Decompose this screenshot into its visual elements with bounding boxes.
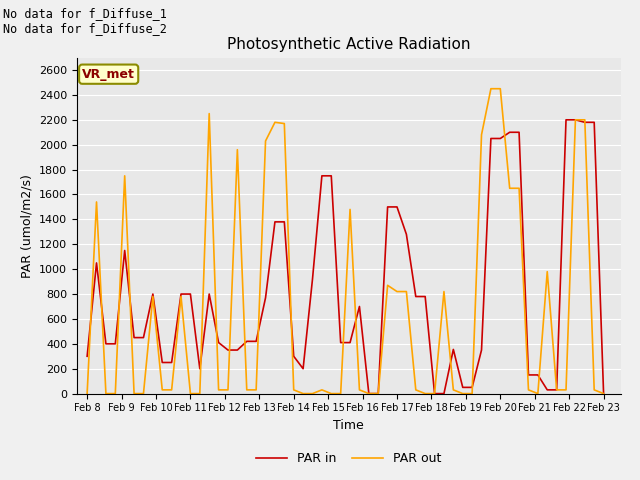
PAR in — [412, 294, 420, 300]
PAR out — [271, 120, 279, 125]
PAR in — [83, 353, 91, 359]
Text: VR_met: VR_met — [82, 68, 135, 81]
PAR out — [83, 391, 91, 396]
PAR in — [384, 204, 392, 210]
PAR in — [365, 391, 372, 396]
PAR in — [93, 260, 100, 266]
PAR out — [477, 132, 485, 138]
Text: No data for f_Diffuse_1: No data for f_Diffuse_1 — [3, 7, 167, 20]
PAR out — [600, 391, 607, 396]
PAR out — [403, 288, 410, 294]
X-axis label: Time: Time — [333, 419, 364, 432]
PAR in — [487, 136, 495, 142]
PAR out — [421, 391, 429, 396]
PAR in — [271, 219, 279, 225]
Legend: PAR in, PAR out: PAR in, PAR out — [251, 447, 447, 470]
Line: PAR in: PAR in — [87, 120, 604, 394]
Y-axis label: PAR (umol/m2/s): PAR (umol/m2/s) — [20, 174, 33, 277]
Title: Photosynthetic Active Radiation: Photosynthetic Active Radiation — [227, 37, 470, 52]
PAR in — [431, 391, 438, 396]
PAR in — [562, 117, 570, 123]
PAR out — [374, 391, 382, 396]
PAR out — [487, 86, 495, 92]
PAR out — [93, 199, 100, 205]
Text: No data for f_Diffuse_2: No data for f_Diffuse_2 — [3, 22, 167, 35]
PAR in — [600, 391, 607, 396]
Line: PAR out: PAR out — [87, 89, 604, 394]
